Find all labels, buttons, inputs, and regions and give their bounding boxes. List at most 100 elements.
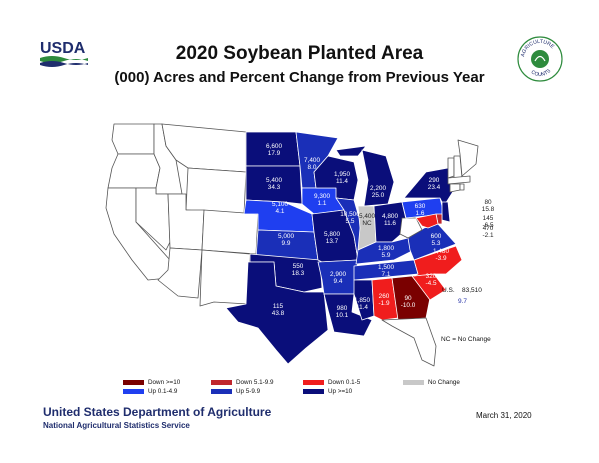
state-md	[415, 213, 439, 229]
agriculture-counts-seal: AGRICULTURE COUNTS	[517, 36, 563, 82]
state-nc-change: -3.9	[435, 255, 446, 262]
state-nd-change: 17.9	[268, 150, 281, 157]
state-al-change: -1.9	[378, 300, 389, 307]
state-mn-acres: 7,400	[304, 157, 320, 164]
state-al-acres: 260	[379, 293, 390, 300]
state-mo-acres: 5,800	[324, 231, 340, 238]
state-co	[201, 209, 259, 255]
state-tn-change: 7.1	[382, 271, 391, 278]
us-total: U.S. 83,510	[442, 287, 482, 294]
state-tx-acres: 115	[273, 303, 284, 310]
state-la-acres: 980	[337, 305, 348, 312]
footer-agency: National Agricultural Statistics Service	[43, 421, 190, 430]
release-date: March 31, 2020	[476, 411, 532, 420]
usda-logo-text: USDA	[40, 40, 86, 57]
state-ia-acres: 9,300	[314, 193, 330, 200]
legend-label: Down >=10	[148, 379, 181, 386]
state-nc	[413, 245, 463, 277]
state-ma	[447, 175, 471, 185]
legend-swatch	[403, 379, 424, 385]
state-ga-change: -10.0	[401, 302, 416, 309]
usda-logo: USDA	[40, 40, 88, 67]
state-wa	[111, 123, 155, 155]
state-wi-acres: 1,950	[334, 171, 350, 178]
nc-note: NC = No Change	[441, 336, 491, 343]
state-ar-change: 9.4	[334, 278, 343, 285]
state-ri	[459, 183, 465, 191]
legend-swatch	[303, 379, 324, 385]
state-ky-change: 5.9	[382, 252, 391, 259]
legend-label: Up 0.1-4.9	[148, 388, 178, 395]
state-il-acres: 10,500	[340, 211, 360, 218]
state-ny-acres: 290	[429, 177, 440, 184]
state-mn-change: 8.0	[308, 164, 317, 171]
legend-item-up-5-10: Up 5-9.9	[211, 388, 260, 395]
state-va	[407, 223, 457, 261]
state-wv	[399, 217, 423, 239]
state-sd-change: 34.3	[268, 184, 281, 191]
usda-logo-wave-2	[40, 61, 88, 67]
state-in-change: NC	[362, 220, 372, 227]
state-sd	[245, 165, 303, 205]
state-oh-change: 11.6	[384, 220, 396, 227]
state-oh	[373, 201, 409, 243]
state-fl	[381, 317, 437, 367]
legend-swatch	[123, 388, 144, 394]
state-ms	[353, 279, 375, 321]
state-va-change: 5.3	[432, 240, 441, 247]
legend-label: No Change	[428, 379, 460, 386]
map-legend: Down >=10 Up 0.1-4.9 Down 5.1-9.9 Up 5-9…	[123, 379, 483, 399]
state-ia-change: 1.1	[318, 200, 327, 207]
state-de-acres: 145	[483, 215, 494, 222]
state-md-acres: 470	[483, 225, 494, 232]
state-sc-acres: 320	[426, 273, 437, 280]
state-mo-change: 13.7	[326, 238, 339, 245]
state-nc-acres: 1,480	[433, 248, 449, 255]
legend-label: Down 0.1-5	[328, 379, 361, 386]
legend-swatch	[211, 388, 232, 394]
state-ms-acres: 1,850	[354, 297, 370, 304]
state-sd-acres: 5,400	[266, 177, 282, 184]
state-ne-acres: 5,100	[272, 201, 288, 208]
state-va-acres: 600	[431, 233, 442, 240]
legend-item-up-10: Up >=10	[303, 388, 352, 395]
state-al	[371, 277, 399, 321]
state-md-change: -2.1	[482, 232, 493, 239]
us-total-change: 9.7	[458, 298, 468, 305]
state-sc-change: -4.5	[425, 280, 436, 287]
state-in-acres: 5,400	[359, 213, 375, 220]
map-subtitle: (000) Acres and Percent Change from Prev…	[114, 69, 485, 86]
state-nj-change: 15.8	[482, 206, 495, 213]
state-ct	[449, 183, 461, 193]
state-me	[457, 139, 479, 177]
state-ok-acres: 550	[293, 263, 304, 270]
state-ms-change: 11.4	[356, 304, 368, 311]
state-nj	[441, 201, 451, 223]
legend-swatch	[211, 379, 232, 385]
state-pa-acres: 630	[415, 203, 426, 210]
legend-item-up-0-5: Up 0.1-4.9	[123, 388, 177, 395]
state-wy	[185, 167, 247, 215]
legend-label: Up 5-9.9	[236, 388, 261, 395]
us-soybean-map: 6,60017.95,40034.37,4008.01,95011.42,200…	[105, 123, 495, 367]
state-wi-change: 11.4	[336, 178, 348, 185]
state-ky-acres: 1,800	[378, 245, 394, 252]
state-de-change: -6.5	[482, 222, 493, 229]
legend-item-down-0-5: Down 0.1-5	[303, 379, 360, 386]
us-total-label: U.S.	[442, 287, 455, 294]
state-ks-change: 9.9	[282, 240, 291, 247]
legend-swatch	[303, 388, 324, 394]
state-il-change: 5.5	[346, 218, 355, 225]
state-tx	[225, 261, 329, 365]
map-title: 2020 Soybean Planted Area	[175, 43, 424, 64]
state-tx-change: 43.8	[272, 310, 285, 317]
state-nd-acres: 6,600	[266, 143, 282, 150]
state-vt	[447, 157, 455, 179]
state-nm	[199, 249, 251, 307]
state-ne-change: 4.1	[276, 208, 285, 215]
state-mi-acres: 2,200	[370, 185, 386, 192]
state-oh-acres: 4,800	[382, 213, 398, 220]
state-nj-acres: 80	[484, 199, 492, 206]
legend-item-down-10: Down >=10	[123, 379, 180, 386]
state-mi-change: 25.0	[372, 192, 385, 199]
